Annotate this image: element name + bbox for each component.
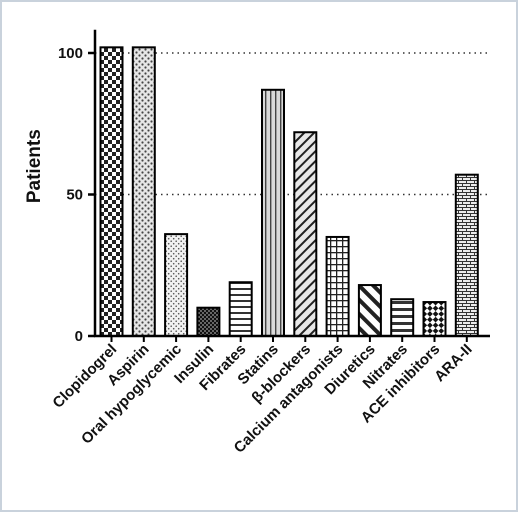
bar-nitrates xyxy=(390,298,415,337)
bar-aspirin xyxy=(131,46,156,338)
bar-clopidogrel xyxy=(99,46,124,338)
bar-oral-hypoglycemic xyxy=(164,233,189,337)
y-tick-label-0: 0 xyxy=(75,328,83,345)
bar-calcium-antagonists xyxy=(325,235,350,337)
bar-fibrates xyxy=(228,281,253,338)
y-axis-title: Patients xyxy=(24,129,45,203)
bars xyxy=(99,46,479,338)
axes xyxy=(88,29,490,342)
y-tick-label-100: 100 xyxy=(58,45,83,62)
bar-ace-inhibitors xyxy=(422,301,447,338)
bar-ara-ii xyxy=(454,173,479,337)
y-tick-label-50: 50 xyxy=(66,187,83,204)
bar-insulin xyxy=(196,306,221,338)
bar--blockers xyxy=(293,131,318,337)
bar-diuretics xyxy=(357,284,382,337)
bar-statins xyxy=(261,88,285,338)
